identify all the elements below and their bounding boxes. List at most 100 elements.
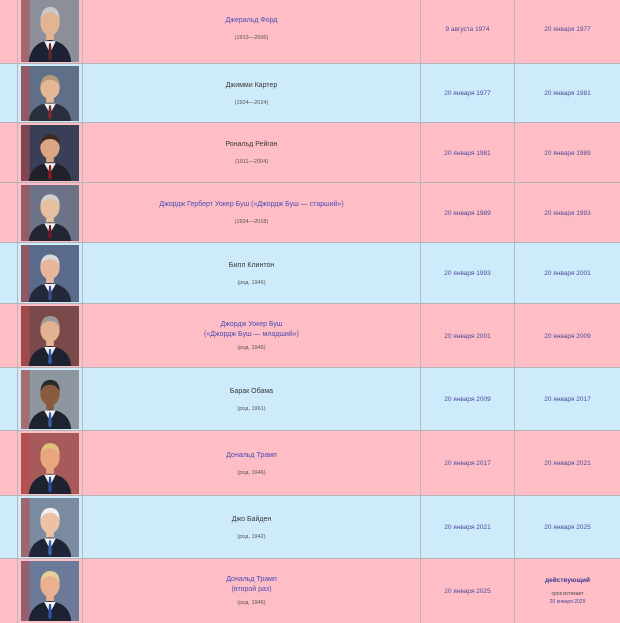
- term-end-date[interactable]: 20 января 2001: [544, 270, 591, 277]
- current-president-label: действующий: [544, 576, 590, 584]
- president-name: Барак Обама: [229, 387, 274, 395]
- term-start-cell: 20 января 2025: [420, 559, 514, 623]
- portrait-icon-donald-trump[interactable]: [21, 433, 79, 494]
- term-start-date[interactable]: 20 января 1981: [444, 149, 491, 157]
- life-years: (1924—2024): [234, 99, 269, 106]
- table-row: Джеральд Форд (1913—2006) 9 августа 1974 20…: [0, 0, 620, 64]
- table-row: Билл Клинтон (род. 1946) 20 января 1993 20 …: [0, 243, 620, 304]
- term-end-cell: 20 января 1981: [514, 64, 620, 123]
- portrait-icon-bill-clinton[interactable]: [21, 245, 79, 302]
- term-end-date[interactable]: 20 января 2009: [544, 332, 591, 340]
- row-divider: [0, 495, 620, 496]
- president-name-link[interactable]: Дональд Трамп: [226, 576, 277, 583]
- row-lead-cell: [0, 183, 17, 243]
- row-lead-cell: [0, 431, 17, 496]
- table-row: Джордж Уокер Буш («Джордж Буш — младший»)…: [0, 304, 620, 368]
- row-lead-cell: [0, 559, 17, 623]
- president-cell: Барак Обама (род. 1961): [83, 368, 420, 431]
- term-end-cell: 20 января 2001: [514, 243, 620, 304]
- president-cell: Дональд Трамп (второй раз) (род. 1946): [83, 559, 420, 623]
- row-divider: [0, 63, 620, 64]
- portrait-icon-joe-biden[interactable]: [21, 498, 79, 557]
- term-start-cell: 20 января 2009: [420, 368, 514, 431]
- term-end-date[interactable]: 20 января 1993: [544, 209, 591, 217]
- portrait-icon-donald-trump[interactable]: [21, 561, 79, 621]
- term-end-cell: 20 января 1989: [514, 123, 620, 183]
- portrait-cell: [17, 496, 83, 559]
- term-start-date[interactable]: 20 января 2021: [444, 524, 491, 531]
- term-end-date[interactable]: 20 января 2017: [544, 396, 591, 403]
- term-expires-label: срок истекает: [551, 590, 584, 597]
- term-start-cell: 20 января 1981: [420, 123, 514, 183]
- president-cell: Рональд Рейган (1911—2004): [83, 123, 420, 183]
- portrait-icon-barack-obama[interactable]: [21, 370, 79, 429]
- portrait-cell: [17, 64, 83, 123]
- term-start-date[interactable]: 20 января 2017: [444, 460, 491, 467]
- term-start-cell: 20 января 2017: [420, 431, 514, 496]
- term-start-date[interactable]: 9 августа 1974: [445, 25, 490, 33]
- row-divider: [0, 367, 620, 368]
- term-end-cell: 20 января 1977: [514, 0, 620, 64]
- term-start-date[interactable]: 20 января 2009: [444, 396, 491, 403]
- term-start-cell: 20 января 1977: [420, 64, 514, 123]
- row-divider: [0, 182, 620, 183]
- president-cell: Джордж Уокер Буш («Джордж Буш — младший»)…: [83, 304, 420, 368]
- term-start-date[interactable]: 20 января 1989: [444, 209, 491, 217]
- term-start-date[interactable]: 20 января 1977: [444, 90, 491, 97]
- portrait-icon-george-hw-bush[interactable]: [21, 185, 79, 241]
- term-end-date[interactable]: 20 января 1977: [544, 25, 591, 33]
- term-end-cell: 20 января 1993: [514, 183, 620, 243]
- portrait-icon-george-w-bush[interactable]: [21, 306, 79, 366]
- table-row: Дональд Трамп (род. 1946) 20 января 2017 20…: [0, 431, 620, 496]
- president-name-link[interactable]: Дональд Трамп: [226, 451, 277, 459]
- term-start-date[interactable]: 20 января 1993: [444, 270, 491, 277]
- life-years: (род. 1961): [237, 405, 266, 412]
- term-expires-date[interactable]: 20 января 2029: [549, 598, 586, 605]
- president-name-link[interactable]: Джеральд Форд: [225, 17, 278, 24]
- row-lead-cell: [0, 496, 17, 559]
- term-end-date[interactable]: 20 января 1989: [544, 149, 591, 157]
- portrait-cell: [17, 243, 83, 304]
- term-end-date[interactable]: 20 января 2025: [544, 524, 591, 531]
- life-years: (1911—2004): [234, 159, 269, 165]
- president-name: Джо Байден: [231, 515, 272, 523]
- president-name: Билл Клинтон: [228, 261, 275, 269]
- term-end-cell: 20 января 2025: [514, 496, 620, 559]
- portrait-icon-jimmy-carter[interactable]: [21, 66, 79, 121]
- portrait-cell: [17, 368, 83, 431]
- term-end-date[interactable]: 20 января 2021: [544, 460, 591, 467]
- portrait-cell: [17, 0, 83, 64]
- term-end-cell: 20 января 2009: [514, 304, 620, 368]
- table-row: Рональд Рейган (1911—2004) 20 января 1981 2…: [0, 123, 620, 183]
- president-cell: Джеральд Форд (1913—2006): [83, 0, 420, 64]
- term-start-cell: 9 августа 1974: [420, 0, 514, 64]
- life-years: (род. 1942): [237, 533, 266, 540]
- row-divider: [0, 242, 620, 243]
- row-divider: [0, 430, 620, 431]
- term-start-date[interactable]: 20 января 2025: [444, 587, 491, 595]
- portrait-cell: [17, 183, 83, 243]
- term-start-date[interactable]: 20 января 2001: [444, 332, 491, 340]
- row-lead-cell: [0, 304, 17, 368]
- president-name: Джимми Картер: [225, 81, 278, 89]
- life-years: (1924—2018): [234, 219, 269, 225]
- life-years: (род. 1946): [237, 279, 266, 286]
- president-name-link[interactable]: Джордж Герберт Уокер Буш («Джордж Буш — …: [159, 201, 344, 208]
- term-start-cell: 20 января 1989: [420, 183, 514, 243]
- table-row: Джимми Картер (1924—2024) 20 января 1977 20…: [0, 64, 620, 123]
- portrait-icon-ronald-reagan[interactable]: [21, 125, 79, 181]
- president-cell: Джордж Герберт Уокер Буш («Джордж Буш — …: [83, 183, 420, 243]
- row-lead-cell: [0, 123, 17, 183]
- term-start-cell: 20 января 2001: [420, 304, 514, 368]
- term-end-cell: действующий срок истекает 20 января 2029: [514, 559, 620, 623]
- term-end-date[interactable]: 20 января 1981: [544, 90, 591, 97]
- life-years: (1913—2006): [234, 35, 269, 41]
- table-row: Дональд Трамп (второй раз) (род. 1946) 20 я…: [0, 559, 620, 623]
- portrait-cell: [17, 431, 83, 496]
- term-end-cell: 20 января 2021: [514, 431, 620, 496]
- row-lead-cell: [0, 368, 17, 431]
- president-cell: Билл Клинтон (род. 1946): [83, 243, 420, 304]
- president-name-link[interactable]: Джордж Уокер Буш: [220, 321, 283, 328]
- portrait-icon-gerald-ford[interactable]: [21, 0, 79, 62]
